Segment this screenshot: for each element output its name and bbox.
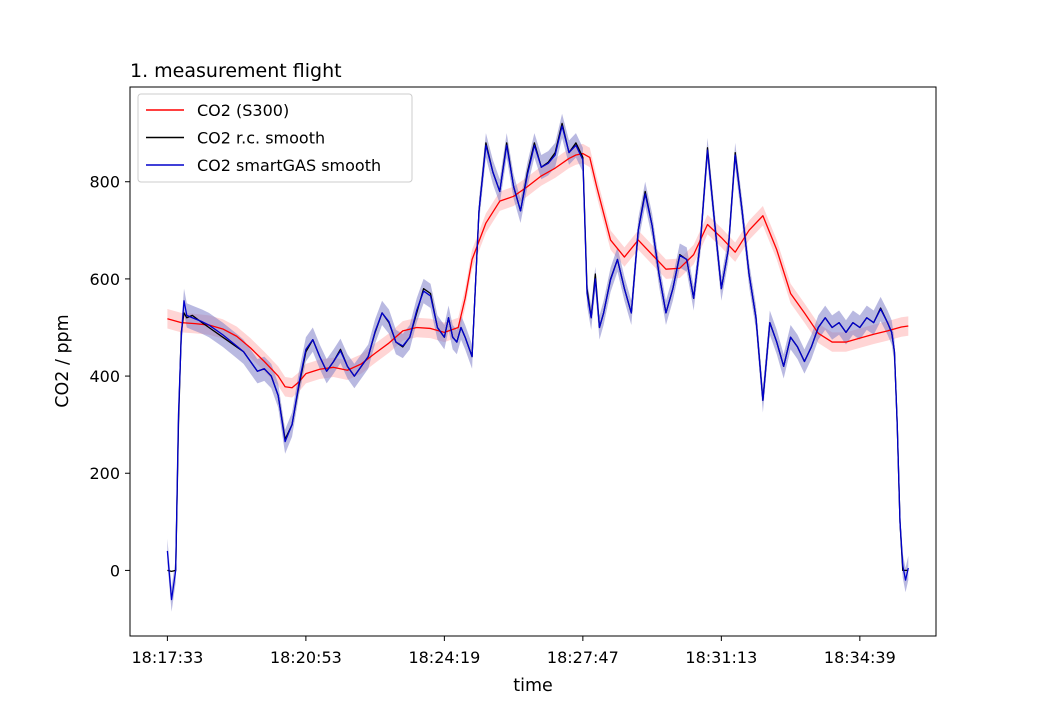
x-tick-label: 18:34:39 <box>824 648 896 667</box>
y-axis: 0 200 400 600 800 <box>89 173 130 580</box>
chart-title: 1. measurement flight <box>130 60 342 82</box>
series-line-0 <box>167 152 909 389</box>
x-tick-label: 18:27:47 <box>547 648 619 667</box>
x-tick-label: 18:20:53 <box>270 648 342 667</box>
x-tick-label: 18:31:13 <box>685 648 757 667</box>
legend-label-1: CO2 r.c. smooth <box>197 129 325 148</box>
legend-box <box>137 93 413 183</box>
x-tick-label: 18:17:33 <box>131 648 203 667</box>
y-tick-label: 800 <box>89 173 120 192</box>
y-tick-label: 200 <box>89 464 120 483</box>
y-axis-label: CO2 / ppm <box>53 314 73 407</box>
y-tick-label: 400 <box>89 367 120 386</box>
x-axis: 18:17:33 18:20:53 18:24:19 18:27:47 18:31:13… <box>131 636 896 667</box>
legend: CO2 (S300) CO2 r.c. smooth CO2 smartGAS sm… <box>137 93 413 183</box>
plot-content <box>166 113 909 612</box>
y-tick-label: 0 <box>110 561 120 580</box>
legend-label-0: CO2 (S300) <box>197 101 289 120</box>
legend-label-2: CO2 smartGAS smooth <box>197 156 381 175</box>
plot-frame <box>129 86 937 637</box>
x-axis-label: time <box>513 676 553 696</box>
x-tick-label: 18:24:19 <box>408 648 480 667</box>
y-tick-label: 600 <box>89 270 120 289</box>
series-line-2 <box>166 125 909 601</box>
plot-area <box>129 86 937 637</box>
series-band-2 <box>167 113 909 612</box>
